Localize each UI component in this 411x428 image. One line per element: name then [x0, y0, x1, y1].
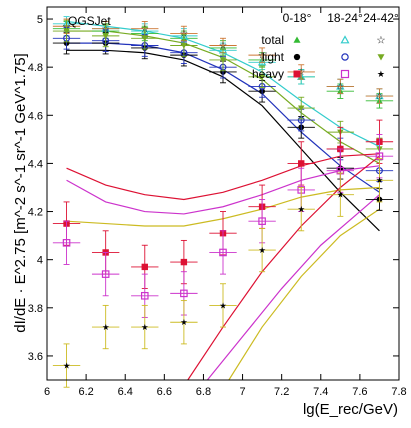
y-tick-label: 4.6	[28, 110, 43, 122]
data-point: ★	[337, 190, 344, 200]
y-tick-label: 3.8	[28, 303, 43, 315]
legend-row-label: heavy	[252, 67, 284, 81]
data-point	[219, 57, 227, 64]
legend-column-header: 24-42°	[363, 11, 399, 25]
y-tick-label: 4	[37, 255, 43, 267]
legend-marker	[341, 53, 349, 61]
x-tick-label: 6	[44, 386, 50, 398]
x-tick-label: 7.6	[352, 386, 367, 398]
data-point: ☆	[219, 41, 228, 52]
legend-marker	[340, 69, 350, 79]
y-axis: 3.6 3.8 4 4.2 4.4 4.6 4.8 5	[28, 14, 399, 363]
data-point: ★	[297, 204, 304, 214]
data-point	[180, 42, 188, 49]
series-heavy-2: ★ ★ ★ ★ ★ ★ ★ ★ ★	[52, 158, 394, 388]
model-line-heavy-mid	[66, 165, 380, 215]
x-tick-label: 6.4	[118, 386, 133, 398]
y-tick-label: 4.8	[28, 62, 43, 74]
data-point: ★	[63, 360, 70, 370]
data-point: ☆	[297, 67, 306, 78]
data-point	[101, 270, 110, 278]
data-point: ★	[180, 317, 187, 327]
model-line-steep-yellow	[228, 208, 380, 380]
model-line-steep-red	[187, 155, 380, 380]
data-point	[298, 160, 305, 167]
data-point	[258, 217, 266, 225]
legend-row-label: light	[262, 50, 285, 64]
data-point	[219, 248, 227, 257]
data-point	[258, 74, 266, 80]
data-point: ☆	[258, 50, 267, 61]
x-tick-label: 7	[239, 386, 245, 398]
model-bands	[66, 20, 380, 380]
y-tick-label: 4.2	[28, 207, 43, 219]
data-point: ★	[141, 322, 148, 332]
data-point: ★	[219, 300, 226, 310]
x-axis-title: lg(E_rec/GeV)	[303, 401, 398, 418]
data-point	[298, 105, 305, 112]
x-tick-label: 6.8	[196, 386, 211, 398]
model-line-steep-magenta	[206, 194, 380, 380]
y-tick-label: 5	[37, 14, 43, 26]
data-point: ★	[376, 175, 383, 185]
x-tick-label: 7.2	[274, 386, 289, 398]
model-line-heavy-upper	[66, 153, 380, 201]
data-point: ☆	[375, 91, 384, 102]
x-tick-label: 6.2	[78, 386, 93, 398]
legend-marker	[377, 54, 385, 61]
legend-marker	[293, 36, 301, 43]
legend-marker: ★	[377, 69, 385, 79]
y-tick-label: 3.6	[28, 351, 43, 363]
legend-column-header: 0-18°	[283, 11, 312, 25]
data-point	[63, 28, 70, 35]
x-tick-label: 7.8	[391, 386, 406, 398]
data-point	[102, 33, 109, 40]
legend-row-label: total	[261, 33, 284, 47]
data-point	[140, 291, 149, 300]
data-series: ☆ ☆ ☆ ☆☆☆☆☆☆★★ ★ ★★★★★★	[52, 16, 394, 388]
data-point	[180, 258, 188, 266]
legend-marker: ☆	[376, 35, 386, 47]
data-point: ☆	[336, 82, 345, 93]
x-tick-label: 7.4	[313, 386, 328, 398]
data-point: ★	[102, 322, 109, 332]
y-axis-title: dI/dE · E^2.75 [m^-2 s^-1 sr^-1 GeV^1.75…	[12, 53, 29, 332]
data-point: ☆	[180, 29, 189, 40]
x-axis: 6 6.2 6.4 6.6 6.8 7 7.2 7.4 7.6 7.8	[44, 7, 407, 398]
data-point	[141, 35, 148, 42]
data-point: ★	[258, 245, 265, 255]
data-point	[62, 239, 71, 247]
legend-marker	[293, 53, 301, 61]
legend-column-header: 18-24°	[327, 11, 363, 25]
model-label: QGSJet	[68, 14, 111, 28]
x-tick-label: 6.6	[157, 386, 172, 398]
data-point	[180, 289, 188, 298]
data-point	[141, 263, 148, 271]
y-tick-label: 4.4	[28, 158, 43, 170]
legend-marker	[340, 35, 350, 44]
legend-marker	[293, 70, 301, 78]
plot-frame	[46, 6, 400, 381]
